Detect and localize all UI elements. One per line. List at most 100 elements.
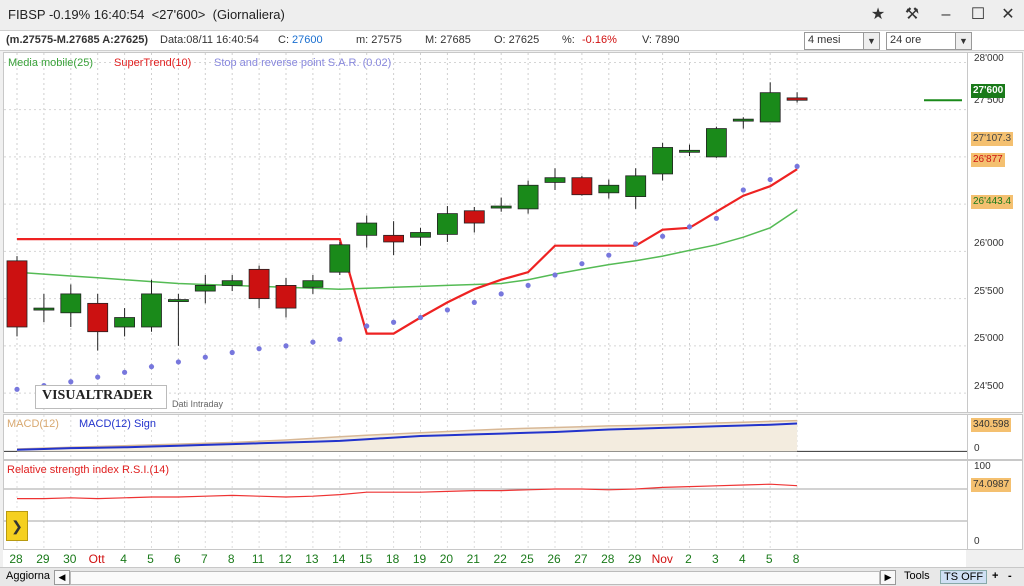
sar-point <box>552 272 558 278</box>
date-label: 15 <box>359 552 373 566</box>
rsi-line <box>17 483 798 500</box>
candle-body <box>679 149 700 153</box>
date-label: 19 <box>412 552 427 566</box>
candle-body <box>571 177 593 196</box>
date-label: 8 <box>227 552 235 566</box>
sar-point <box>122 369 128 375</box>
ts-off-button[interactable]: TS OFF <box>940 570 988 584</box>
sar-point <box>256 346 262 352</box>
open-readout: O: 27625 <box>494 34 540 46</box>
sar-point <box>364 323 370 329</box>
date-label: 2 <box>685 552 692 566</box>
expand-panel-button[interactable]: ❯ <box>6 511 28 541</box>
sar-point <box>660 233 666 239</box>
visualtrader-logo: VISUALTRADER <box>35 385 167 409</box>
date-label: 4 <box>738 552 746 566</box>
arrow-left-icon: ◀ <box>58 572 66 582</box>
interval-value: 24 ore <box>890 34 922 46</box>
date-label: Ott <box>88 552 105 566</box>
date-label: 11 <box>251 552 265 566</box>
price-tick: 24'500 <box>974 381 1004 392</box>
sar-point <box>95 374 101 380</box>
sar-point <box>68 379 74 385</box>
date-label: 26 <box>547 552 561 566</box>
date-label: 25 <box>520 552 534 566</box>
date-label: 8 <box>792 552 800 566</box>
maximize-icon[interactable]: ☐ <box>970 6 986 23</box>
price-tick: 27'500 <box>974 95 1004 106</box>
date-label: 6 <box>174 552 181 566</box>
sar-point <box>310 339 316 345</box>
price-chart <box>4 53 967 412</box>
arrow-right-icon: ▶ <box>884 572 892 582</box>
candle-body <box>275 285 297 309</box>
minimize-icon[interactable]: – <box>941 6 951 23</box>
price-tick: 28'000 <box>974 53 1004 64</box>
tools-button[interactable]: Tools <box>904 570 930 582</box>
candle-body <box>383 234 405 243</box>
date-label: 20 <box>439 552 454 566</box>
date-label: 27 <box>574 552 588 566</box>
date-label: 21 <box>466 552 480 566</box>
period-select[interactable]: 4 mesi ▼ <box>804 32 880 50</box>
candle-body <box>732 118 754 122</box>
price-scale[interactable]: 28'000 27'500 26'000 25'500 25'000 24'50… <box>967 52 1023 413</box>
macd-panel[interactable]: MACD(12) MACD(12) Sign <box>3 414 968 460</box>
candle-body <box>33 307 55 311</box>
zoom-out-button[interactable]: - <box>1008 570 1012 582</box>
rsi-chart <box>4 461 967 549</box>
title-bar: FIBSP -0.19% 16:40:54 <27'600> (Giornali… <box>0 0 1024 31</box>
rsi-tick-0: 0 <box>974 536 980 547</box>
rsi-panel[interactable]: Relative strength index R.S.I.(14) ❯ <box>3 460 968 550</box>
chevron-right-icon: ❯ <box>11 518 23 534</box>
supertrend-value-box: 26'877 <box>971 153 1005 167</box>
date-label: 28 <box>601 552 615 566</box>
candle-body <box>598 184 620 194</box>
macd-line <box>16 422 798 451</box>
candle-body <box>6 260 28 328</box>
date-label: 29 <box>36 552 50 566</box>
macd-chart <box>4 415 967 459</box>
scroll-left-button[interactable]: ◀ <box>54 570 70 585</box>
date-axis: 28 29 30 Ott 4 5 6 7 8 11 12 13 14 15 18 19 20 21 22 25 26 27… <box>3 550 966 567</box>
window-title: FIBSP -0.19% 16:40:54 <27'600> (Giornali… <box>8 7 285 22</box>
macd-scale[interactable]: 340.598 0 <box>967 414 1023 460</box>
sar-point <box>767 176 773 183</box>
bottom-toolbar: Aggiorna ◀ ▶ Tools TS OFF + - <box>0 567 1024 586</box>
sar-point <box>148 364 155 370</box>
star-icon[interactable]: ★ <box>870 6 886 23</box>
close-icon[interactable]: ✕ <box>1001 6 1015 23</box>
price-tick: 25'500 <box>974 286 1004 297</box>
sma-value-box: 26'443.4 <box>971 195 1014 209</box>
legend-sma: Media mobile(25) <box>8 57 93 69</box>
price-chart-panel[interactable]: Media mobile(25) SuperTrend(10) Stop and… <box>3 52 968 413</box>
period-value: 4 mesi <box>808 34 841 46</box>
candle-body <box>302 280 324 288</box>
date-label: 3 <box>712 552 719 566</box>
legend-supertrend: SuperTrend(10) <box>114 57 192 69</box>
scroll-right-button[interactable]: ▶ <box>880 570 896 585</box>
interval-dropdown-icon[interactable]: ▼ <box>955 33 971 49</box>
sar-point <box>14 386 20 392</box>
price-tick: 26'000 <box>974 238 1004 249</box>
zoom-in-button[interactable]: + <box>992 570 999 582</box>
period-dropdown-icon[interactable]: ▼ <box>863 33 879 49</box>
candle-body <box>167 299 189 302</box>
refresh-button[interactable]: Aggiorna <box>6 570 51 582</box>
rsi-scale[interactable]: 100 74.0987 0 <box>967 460 1023 550</box>
date-label: 22 <box>493 552 507 566</box>
hammer-icon[interactable]: ⚒ <box>904 6 920 23</box>
sar-point <box>740 187 746 193</box>
last-price-box: 27'600 <box>971 84 1006 98</box>
candle-body <box>329 244 351 273</box>
date-label: 13 <box>305 552 319 566</box>
sar-point <box>283 343 289 349</box>
sar-value-box: 27'107.3 <box>971 132 1014 146</box>
intraday-note: Dati Intraday <box>172 399 224 409</box>
sar-point <box>606 252 612 258</box>
horizontal-scrollbar[interactable] <box>70 571 880 585</box>
rsi-tick-100: 100 <box>974 461 991 472</box>
interval-select[interactable]: 24 ore ▼ <box>886 32 972 50</box>
date-label: 18 <box>385 552 400 566</box>
sar-point <box>417 314 424 321</box>
